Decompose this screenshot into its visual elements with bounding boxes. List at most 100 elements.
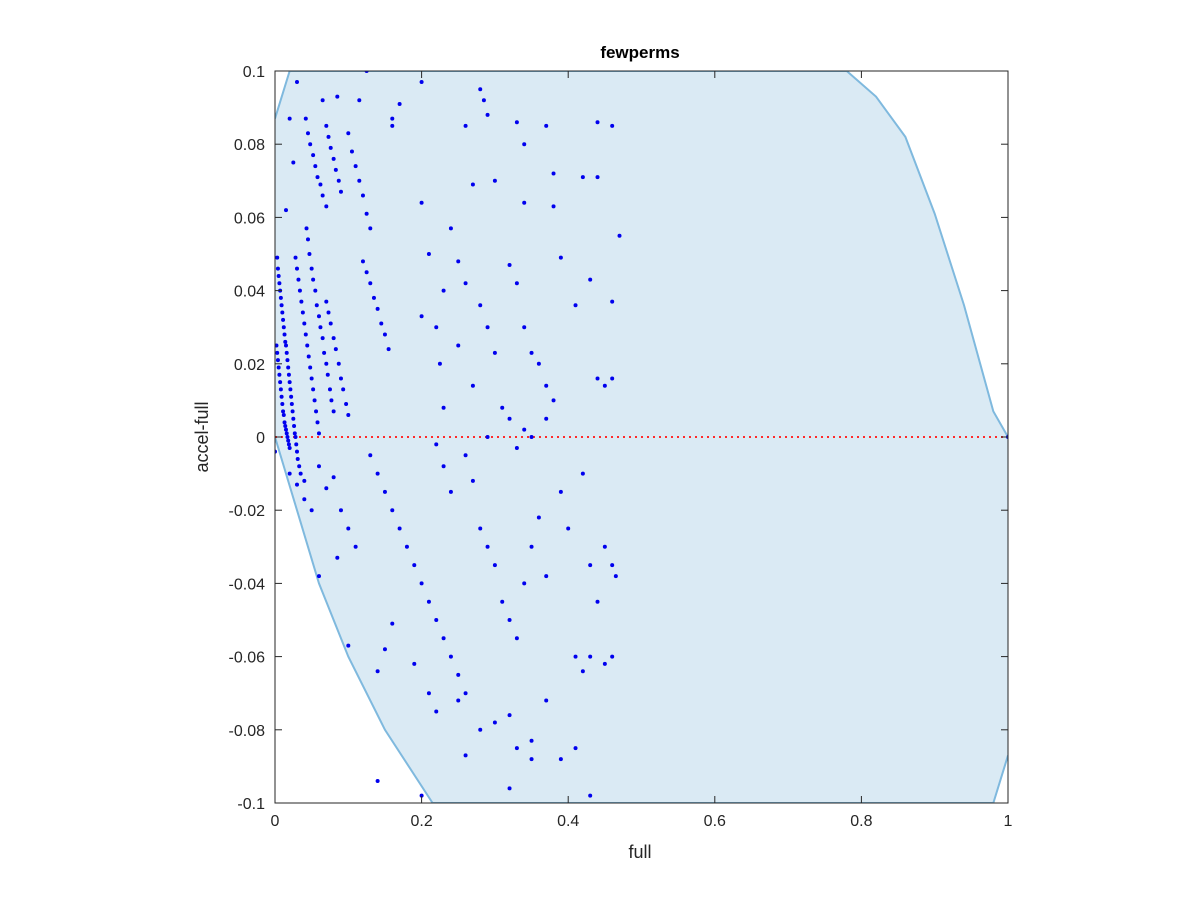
data-point [327,387,332,392]
data-point [298,471,303,476]
data-point [296,277,301,282]
data-point [275,358,280,363]
data-point [434,325,439,330]
data-point [580,175,585,180]
data-point [602,544,607,549]
data-point [297,464,302,469]
data-point [281,409,286,414]
data-point [346,643,351,648]
data-point [322,350,327,355]
data-point [308,142,313,147]
y-tick-label: 0 [256,430,265,447]
data-point [304,226,309,231]
data-point [544,574,549,579]
data-point [287,445,292,450]
data-point [507,416,512,421]
data-point [349,149,354,154]
data-point [463,123,468,128]
data-point [448,654,453,659]
data-point [485,112,490,117]
data-point [278,295,283,300]
data-point [335,555,340,560]
y-tick-label: -0.06 [229,650,266,667]
data-point [333,347,338,352]
data-point [419,200,424,205]
data-point [277,281,282,286]
data-point [292,424,297,429]
data-point [295,456,300,461]
data-point [291,160,296,165]
x-axis-label: full [628,842,651,862]
data-point [448,489,453,494]
data-point [588,563,593,568]
data-point [275,350,280,355]
data-point [311,277,316,282]
data-point [419,314,424,319]
data-point [390,116,395,121]
data-point [551,171,556,176]
data-point [331,156,336,161]
data-point [320,98,325,103]
data-point [283,427,288,432]
data-point [368,226,373,231]
data-point [281,413,286,418]
data-point [382,647,387,652]
data-point [390,508,395,513]
data-point [529,350,534,355]
data-point [346,526,351,531]
data-point [305,131,310,136]
data-point [507,786,512,791]
data-point [279,303,284,308]
data-point [333,167,338,172]
data-point [492,563,497,568]
data-point [305,343,310,348]
data-point [316,574,321,579]
data-point [320,193,325,198]
data-point [313,164,318,169]
data-point [507,262,512,267]
data-point [485,435,490,439]
y-tick-label: -0.02 [229,503,266,520]
data-point [311,153,316,158]
data-point [294,266,299,271]
data-point [448,226,453,231]
data-point [580,669,585,674]
data-point [514,636,519,641]
data-point [610,563,615,568]
data-point [288,387,293,392]
data-point [386,347,391,352]
data-point [426,252,431,256]
data-point [325,372,330,377]
data-point [434,709,439,714]
data-point [463,753,468,758]
data-point [463,691,468,696]
data-point [470,383,475,388]
data-point [280,402,285,407]
data-point [588,277,593,282]
x-tick-label: 0.8 [850,813,872,830]
data-point [588,793,593,798]
data-point [315,420,320,425]
data-point [529,544,534,549]
data-point [294,482,299,487]
data-point [284,350,289,355]
data-point [610,376,615,381]
data-point [303,116,308,121]
data-point [529,757,534,762]
data-point [588,654,593,659]
data-point [602,661,607,666]
data-point [478,526,483,531]
data-point [507,618,512,622]
data-point [285,435,290,439]
data-point [338,508,343,513]
data-point [470,182,475,187]
data-point [536,515,541,520]
data-point [335,94,340,99]
data-point [309,266,314,271]
data-point [314,303,319,308]
data-point [324,361,329,366]
data-point [357,178,362,183]
data-point [500,599,505,604]
data-point [324,486,329,491]
